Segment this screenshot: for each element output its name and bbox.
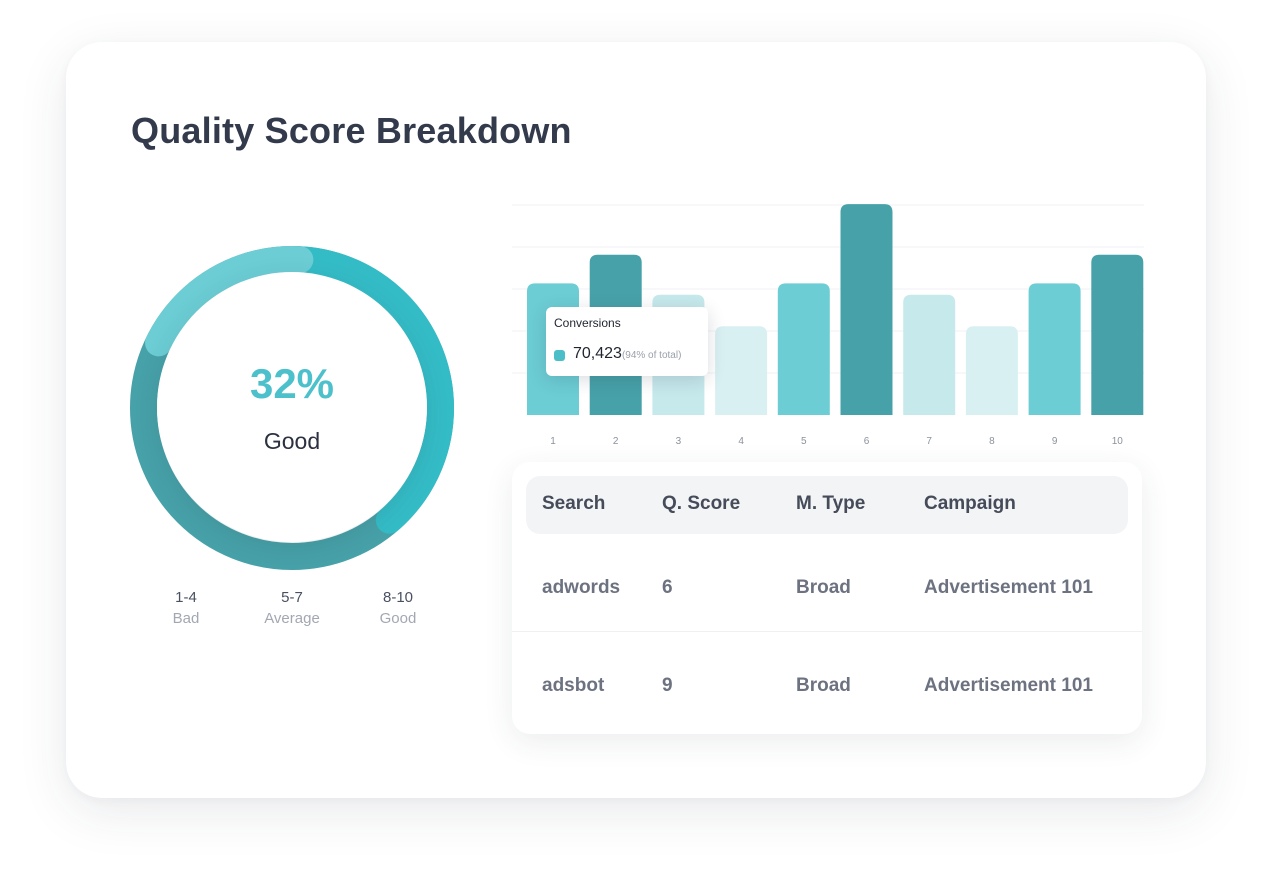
donut-arc-highlight [130, 246, 454, 570]
cell-campaign: Advertisement 101 [924, 577, 1093, 598]
bar-4 [715, 326, 768, 415]
tooltip-swatch-icon [554, 350, 565, 361]
conversions-tooltip: Conversions 70,423(94% of total) [546, 307, 708, 376]
x-tick-label: 8 [989, 436, 995, 447]
cell-campaign: Advertisement 101 [924, 675, 1093, 696]
legend-average: 5-7 Average [242, 588, 342, 630]
score-donut [120, 236, 464, 580]
cell-search: adsbot [542, 675, 605, 696]
x-tick-label: 2 [613, 436, 619, 447]
legend-good: 8-10 Good [348, 588, 448, 630]
cell-q-score: 6 [662, 577, 673, 598]
cell-search: adwords [542, 577, 621, 598]
cell-m-type: Broad [796, 675, 851, 696]
legend-name: Average [264, 610, 320, 627]
tooltip-value-line: 70,423(94% of total) [573, 345, 681, 363]
x-tick-label: 10 [1112, 436, 1124, 447]
x-tick-label: 4 [738, 436, 744, 447]
donut-center [157, 272, 427, 542]
header-campaign[interactable]: Campaign [924, 493, 1016, 514]
page-title: Quality Score Breakdown [131, 110, 572, 151]
bar-6 [840, 204, 893, 415]
cell-q-score: 9 [662, 675, 673, 696]
bar-8 [965, 326, 1018, 415]
score-percent: 32% [249, 360, 335, 407]
tooltip-title: Conversions [554, 316, 621, 330]
legend-name: Good [379, 610, 417, 627]
x-tick-label: 7 [926, 436, 932, 447]
row-divider [512, 631, 1142, 632]
legend-range: 1-4 [175, 589, 197, 606]
bar-9 [1028, 283, 1081, 415]
legend-bad: 1-4 Bad [136, 588, 236, 630]
bar-10 [1091, 254, 1144, 415]
x-tick-label: 6 [864, 436, 870, 447]
bar-5 [777, 283, 830, 415]
cell-m-type: Broad [796, 577, 851, 598]
score-label: Good [263, 428, 321, 454]
table-header [526, 476, 1128, 534]
header-m-type[interactable]: M. Type [796, 493, 866, 514]
header-search[interactable]: Search [542, 493, 606, 514]
tooltip-value: 70,423 [573, 345, 622, 362]
legend-range: 8-10 [382, 589, 414, 606]
x-tick-label: 5 [801, 436, 807, 447]
legend-name: Bad [172, 610, 200, 627]
legend-range: 5-7 [281, 589, 303, 606]
x-tick-label: 1 [550, 436, 556, 447]
bar-7 [903, 294, 956, 415]
x-tick-label: 3 [676, 436, 682, 447]
header-q-score[interactable]: Q. Score [662, 493, 741, 514]
tooltip-note: (94% of total) [621, 350, 682, 361]
x-tick-label: 9 [1052, 436, 1058, 447]
